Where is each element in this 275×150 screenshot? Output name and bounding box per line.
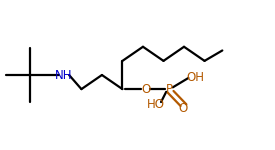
- Text: O: O: [179, 102, 188, 115]
- Text: NH: NH: [55, 69, 72, 81]
- Text: HO: HO: [147, 98, 165, 111]
- Text: OH: OH: [186, 71, 204, 84]
- Text: O: O: [141, 83, 150, 96]
- Text: P: P: [166, 83, 172, 96]
